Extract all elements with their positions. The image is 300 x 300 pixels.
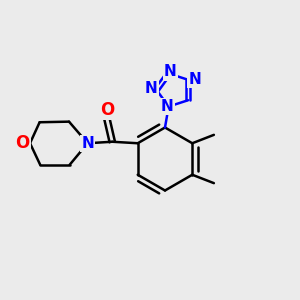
- Text: N: N: [164, 64, 176, 80]
- Text: O: O: [15, 134, 30, 152]
- Text: N: N: [161, 99, 173, 114]
- Text: O: O: [100, 101, 114, 119]
- Text: N: N: [81, 136, 94, 151]
- Text: N: N: [188, 72, 201, 87]
- Text: N: N: [145, 81, 158, 96]
